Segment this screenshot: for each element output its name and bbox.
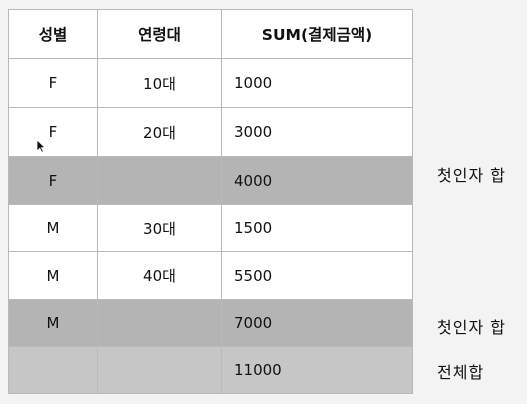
cell-gender: M [8,251,98,300]
mouse-pointer-icon [36,139,46,153]
cell-age-group: 40대 [97,251,222,300]
table-row: M 40대 5500 [8,251,413,300]
cell-sum: 4000 [221,156,413,205]
table-row: F 20대 3000 [8,107,413,157]
table-header-row: 성별 연령대 SUM(결제금액) [8,9,413,59]
cell-sum: 3000 [221,107,413,157]
cell-gender [8,346,98,394]
cell-sum: 5500 [221,251,413,300]
subtotal-row-f: F 4000 [8,156,413,205]
cell-sum: 1000 [221,58,413,108]
cell-age-group [97,346,222,394]
cell-age-group [97,299,222,347]
cell-gender: M [8,204,98,252]
cell-age-group [97,156,222,205]
cell-gender: M [8,299,98,347]
column-header-gender: 성별 [8,9,98,59]
grand-total-annotation: 전체합 [437,363,485,382]
cell-gender: F [8,156,98,205]
subtotal-row-m: M 7000 [8,299,413,347]
cell-gender: F [8,107,98,157]
cell-age-group: 10대 [97,58,222,108]
cell-sum: 7000 [221,299,413,347]
table-row: F 10대 1000 [8,58,413,108]
table-row: M 30대 1500 [8,204,413,252]
column-header-age-group: 연령대 [97,9,222,59]
cell-sum: 1500 [221,204,413,252]
cell-sum: 11000 [221,346,413,394]
subtotal-m-annotation: 첫인자 합 [437,318,506,337]
cell-age-group: 20대 [97,107,222,157]
subtotal-f-annotation: 첫인자 합 [437,166,506,185]
grand-total-row: 11000 [8,346,413,394]
rollup-result-table: 성별 연령대 SUM(결제금액) F 10대 1000 F 20대 3000 F… [8,9,413,394]
cell-gender: F [8,58,98,108]
column-header-sum-payment: SUM(결제금액) [221,9,413,59]
cell-age-group: 30대 [97,204,222,252]
